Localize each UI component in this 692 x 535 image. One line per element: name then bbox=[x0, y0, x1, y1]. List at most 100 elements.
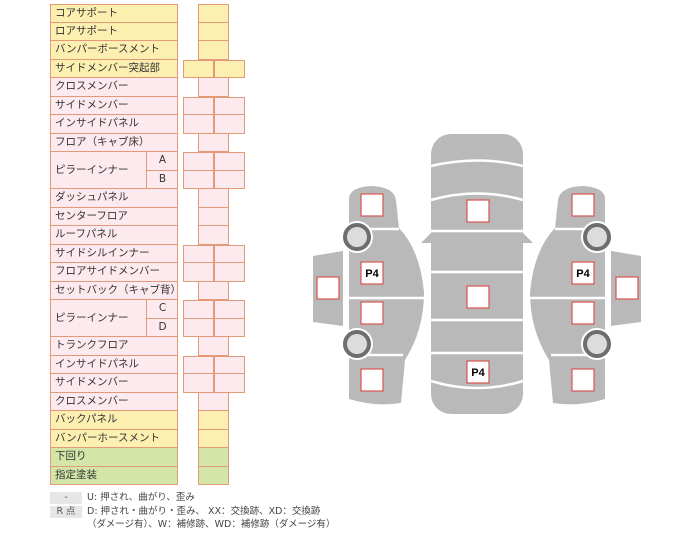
part-row: インサイドパネル bbox=[50, 355, 178, 374]
car-left-side bbox=[349, 186, 424, 405]
damage-cell[interactable] bbox=[214, 59, 245, 78]
pillar-sub-label: A bbox=[146, 152, 178, 171]
damage-cell[interactable] bbox=[183, 374, 214, 393]
damage-cell[interactable] bbox=[214, 244, 245, 263]
damage-marker[interactable] bbox=[360, 368, 384, 392]
damage-cell[interactable] bbox=[214, 263, 245, 282]
damage-cell[interactable] bbox=[198, 22, 229, 41]
damage-marker[interactable] bbox=[466, 285, 490, 309]
part-label: ロアサポート bbox=[55, 24, 118, 37]
damage-cell[interactable] bbox=[214, 374, 245, 393]
damage-cell[interactable] bbox=[183, 300, 214, 319]
part-row: バンパーホースメント bbox=[50, 429, 178, 448]
part-label: コアサポート bbox=[55, 7, 118, 19]
damage-cell[interactable] bbox=[198, 189, 229, 208]
part-row: バックパネル bbox=[50, 411, 178, 430]
part-row: 指定塗装 bbox=[50, 466, 178, 485]
marker-label: P4 bbox=[365, 268, 379, 280]
part-row: クロスメンバー bbox=[50, 78, 178, 97]
damage-marker[interactable] bbox=[571, 368, 595, 392]
part-label: バックパネル bbox=[55, 413, 118, 425]
damage-cell[interactable] bbox=[183, 244, 214, 263]
damage-cell[interactable] bbox=[198, 281, 229, 300]
part-label: 指定塗装 bbox=[55, 468, 97, 481]
mirror-left bbox=[421, 233, 431, 243]
part-label: インサイドパネル bbox=[55, 117, 139, 129]
part-row: コアサポート bbox=[50, 4, 178, 23]
damage-cell[interactable] bbox=[214, 300, 245, 319]
part-label: ダッシュパネル bbox=[55, 191, 129, 203]
damage-cell[interactable] bbox=[214, 115, 245, 134]
damage-cell[interactable] bbox=[198, 4, 229, 23]
damage-cell[interactable] bbox=[183, 263, 214, 282]
damage-marker[interactable] bbox=[571, 301, 595, 325]
damage-marker[interactable] bbox=[360, 193, 384, 217]
part-label: ルーフパネル bbox=[55, 228, 118, 240]
damage-cell[interactable] bbox=[214, 170, 245, 189]
damage-cell[interactable] bbox=[214, 355, 245, 374]
damage-marker[interactable]: P4 bbox=[466, 360, 490, 384]
damage-cell[interactable] bbox=[198, 337, 229, 356]
part-row: ダッシュパネル bbox=[50, 189, 178, 208]
damage-cell[interactable] bbox=[198, 429, 229, 448]
part-label: バンパーボースメント bbox=[55, 43, 160, 55]
damage-cell[interactable] bbox=[198, 466, 229, 485]
part-row: フロアサイドメンバー bbox=[50, 263, 178, 282]
part-row: ルーフパネル bbox=[50, 226, 178, 245]
part-label: サイドメンバー bbox=[55, 376, 129, 388]
part-label: フロアサイドメンバー bbox=[55, 265, 160, 277]
damage-cell[interactable] bbox=[183, 318, 214, 337]
damage-cell[interactable] bbox=[214, 152, 245, 171]
damage-cell[interactable] bbox=[198, 226, 229, 245]
legend-line-3: （ダメージ有）、W：補修跡、WD：補修跡（ダメージ有） bbox=[87, 519, 336, 530]
damage-cell[interactable] bbox=[214, 318, 245, 337]
damage-cell[interactable] bbox=[198, 41, 229, 60]
mirror-right bbox=[523, 233, 533, 243]
part-label: トランクフロア bbox=[55, 339, 129, 351]
part-row: ピラーインナー C D bbox=[50, 300, 178, 337]
damage-cell[interactable] bbox=[183, 355, 214, 374]
part-row: トランクフロア bbox=[50, 337, 178, 356]
damage-cell[interactable] bbox=[198, 133, 229, 152]
part-row: センターフロア bbox=[50, 207, 178, 226]
legend-chip-r: R 点 bbox=[50, 506, 82, 518]
damage-cell[interactable] bbox=[198, 448, 229, 467]
part-label: 下回り bbox=[55, 450, 87, 462]
part-row: インサイドパネル bbox=[50, 115, 178, 134]
part-row: クロスメンバー bbox=[50, 392, 178, 411]
pillar-sub-label: B bbox=[146, 170, 178, 189]
part-label: フロア（キャブ床） bbox=[55, 135, 150, 148]
damage-cell[interactable] bbox=[183, 96, 214, 115]
damage-cell[interactable] bbox=[183, 115, 214, 134]
damage-marker[interactable] bbox=[571, 193, 595, 217]
part-row: サイドメンバー bbox=[50, 96, 178, 115]
legend-line-2: D: 押され・曲がり・歪み、 XX：交換跡、XD：交換跡 bbox=[87, 506, 321, 517]
damage-cell[interactable] bbox=[214, 96, 245, 115]
damage-cell[interactable] bbox=[183, 152, 214, 171]
damage-marker[interactable]: P4 bbox=[360, 261, 384, 285]
damage-cell[interactable] bbox=[183, 59, 214, 78]
damage-marker[interactable] bbox=[360, 301, 384, 325]
part-label: ピラーインナー bbox=[55, 164, 129, 176]
damage-marker[interactable] bbox=[466, 199, 490, 223]
damage-marker[interactable]: P4 bbox=[571, 261, 595, 285]
part-label: サイドメンバー突起部 bbox=[55, 61, 160, 74]
damage-cell[interactable] bbox=[198, 207, 229, 226]
damage-cell[interactable] bbox=[183, 170, 214, 189]
damage-marker[interactable] bbox=[615, 276, 639, 300]
marker-label: P4 bbox=[576, 268, 590, 280]
pillar-sub-label: D bbox=[146, 318, 178, 337]
damage-cell[interactable] bbox=[198, 78, 229, 97]
part-label: セットバック（キャブ背） bbox=[55, 283, 181, 296]
car-top-body bbox=[431, 134, 523, 414]
damage-marker[interactable] bbox=[316, 276, 340, 300]
part-label: インサイドパネル bbox=[55, 357, 139, 370]
part-label: ピラーインナー bbox=[55, 312, 129, 324]
part-label: クロスメンバー bbox=[55, 394, 129, 407]
damage-cell[interactable] bbox=[198, 392, 229, 411]
damage-cell[interactable] bbox=[198, 411, 229, 430]
part-row: サイドメンバー bbox=[50, 374, 178, 393]
part-row: ロアサポート bbox=[50, 22, 178, 41]
marker-label: P4 bbox=[471, 367, 485, 379]
